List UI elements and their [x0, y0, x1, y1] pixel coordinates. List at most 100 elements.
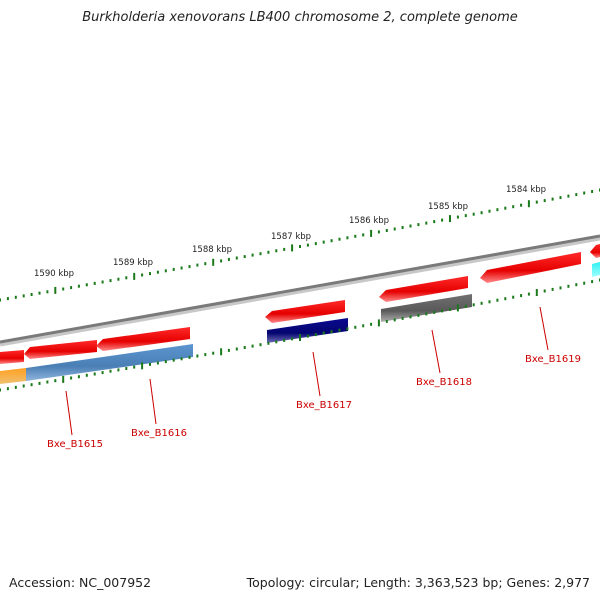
minor-tick	[30, 293, 33, 296]
minor-tick	[322, 240, 325, 244]
minor-tick	[85, 373, 88, 377]
minor-tick	[125, 276, 128, 280]
minor-tick	[283, 247, 286, 251]
minor-tick	[38, 381, 41, 385]
minor-tick	[543, 199, 546, 203]
minor-tick	[93, 372, 96, 376]
gene-bar-steelblue[interactable]	[26, 344, 193, 381]
gene-label: Bxe_B1616	[131, 428, 187, 439]
gene-arrow[interactable]	[379, 276, 468, 302]
major-tick	[299, 334, 301, 341]
minor-tick	[70, 286, 73, 290]
minor-tick	[30, 383, 33, 387]
gene-arrow[interactable]	[24, 340, 97, 359]
minor-tick	[180, 357, 183, 361]
minor-tick	[306, 334, 309, 338]
gene-bar-cyan[interactable]	[592, 262, 600, 277]
accession-text: Accession: NC_007952	[9, 575, 152, 590]
gene-label: Bxe_B1618	[416, 377, 472, 388]
minor-tick	[204, 262, 207, 266]
minor-tick	[520, 203, 523, 207]
gene-arrow[interactable]	[0, 350, 24, 364]
scale-label: 1587 kbp	[271, 232, 311, 242]
scale-label: 1590 kbp	[34, 269, 74, 279]
minor-tick	[583, 281, 586, 285]
minor-tick	[117, 368, 120, 372]
minor-tick	[401, 226, 404, 229]
minor-tick	[70, 376, 73, 380]
minor-tick	[591, 280, 594, 284]
minor-tick	[141, 273, 144, 277]
minor-tick	[575, 193, 578, 197]
minor-tick	[77, 284, 80, 288]
minor-tick	[109, 279, 112, 283]
minor-tick	[283, 338, 286, 342]
minor-tick	[22, 294, 25, 298]
major-tick	[212, 258, 215, 266]
minor-tick	[488, 209, 491, 213]
minor-tick	[196, 354, 199, 358]
minor-tick	[551, 197, 554, 201]
minor-tick	[149, 362, 151, 366]
minor-tick	[346, 327, 349, 331]
minor-tick	[38, 291, 41, 295]
minor-tick	[0, 388, 1, 392]
minor-tick	[488, 300, 491, 304]
minor-tick	[464, 214, 467, 218]
gene-bar-orange[interactable]	[0, 368, 26, 384]
minor-tick	[14, 385, 17, 389]
genome-summary-text: Topology: circular; Length: 3,363,523 bp…	[246, 575, 590, 590]
gene-bar-navy[interactable]	[267, 318, 348, 343]
minor-tick	[480, 301, 483, 305]
minor-tick	[377, 230, 380, 234]
minor-tick	[212, 351, 215, 355]
minor-tick	[330, 239, 333, 243]
minor-tick	[275, 249, 278, 253]
minor-tick	[306, 243, 309, 247]
major-tick	[141, 362, 144, 370]
minor-tick	[567, 284, 570, 288]
major-tick	[133, 272, 136, 280]
minor-tick	[251, 344, 254, 348]
backbone-shadow	[0, 235, 600, 347]
minor-tick	[385, 319, 388, 323]
minor-tick	[314, 333, 317, 337]
minor-tick	[362, 233, 365, 237]
gene-arrow[interactable]	[96, 327, 190, 351]
major-tick	[535, 289, 538, 296]
minor-tick	[227, 257, 230, 261]
minor-tick	[551, 287, 554, 291]
minor-tick	[409, 224, 412, 228]
gene-arrow[interactable]	[480, 252, 581, 283]
minor-tick	[346, 236, 349, 240]
gene-bar-gray[interactable]	[381, 294, 472, 322]
minor-tick	[188, 355, 191, 359]
scale-label: 1588 kbp	[192, 245, 232, 255]
minor-tick	[330, 330, 333, 334]
minor-tick	[267, 250, 270, 254]
minor-tick	[575, 283, 578, 287]
minor-tick	[243, 346, 246, 349]
minor-tick	[267, 341, 270, 345]
minor-tick	[109, 369, 112, 373]
gene-label: Bxe_B1615	[47, 439, 103, 450]
minor-tick	[220, 259, 223, 263]
minor-tick	[417, 223, 420, 227]
minor-tick	[393, 318, 396, 322]
minor-tick	[504, 297, 507, 301]
minor-tick	[314, 242, 317, 246]
minor-tick	[433, 310, 436, 314]
minor-tick	[512, 295, 515, 299]
gene-arrow[interactable]	[265, 300, 345, 323]
map-title: Burkholderia xenovorans LB400 chromosome…	[82, 10, 518, 25]
minor-tick	[0, 298, 1, 302]
minor-tick	[46, 290, 49, 294]
minor-tick	[172, 267, 175, 271]
gene-arrow[interactable]	[590, 244, 600, 258]
minor-tick	[472, 303, 475, 307]
minor-tick	[259, 343, 262, 347]
minor-tick	[85, 283, 88, 287]
minor-tick	[591, 190, 594, 193]
